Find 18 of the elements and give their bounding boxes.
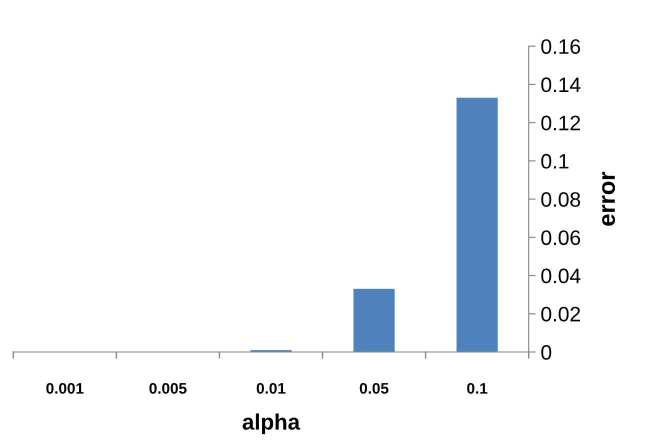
bar (353, 288, 395, 352)
x-tick-label: 0.005 (149, 382, 187, 394)
y-tick-label: 0.02 (541, 306, 580, 322)
y-axis-title: error (602, 172, 616, 226)
y-tick-label: 0.14 (541, 77, 580, 92)
y-tick-label: 0.08 (541, 192, 580, 207)
bar (456, 98, 498, 352)
x-tick-label: 0.1 (467, 382, 488, 394)
y-tick-label: 0 (541, 345, 552, 360)
y-tick-label: 0.16 (541, 39, 580, 54)
x-tick-label: 0.001 (46, 382, 84, 394)
x-tick-label: 0.05 (360, 382, 389, 394)
y-tick-label: 0.1 (541, 154, 568, 169)
y-tick-label: 0.12 (541, 116, 580, 130)
y-tick-label: 0.04 (541, 268, 580, 284)
x-axis-title: alpha (242, 413, 300, 434)
y-tick-label: 0.06 (541, 230, 580, 246)
x-tick-label: 0.01 (256, 382, 286, 394)
